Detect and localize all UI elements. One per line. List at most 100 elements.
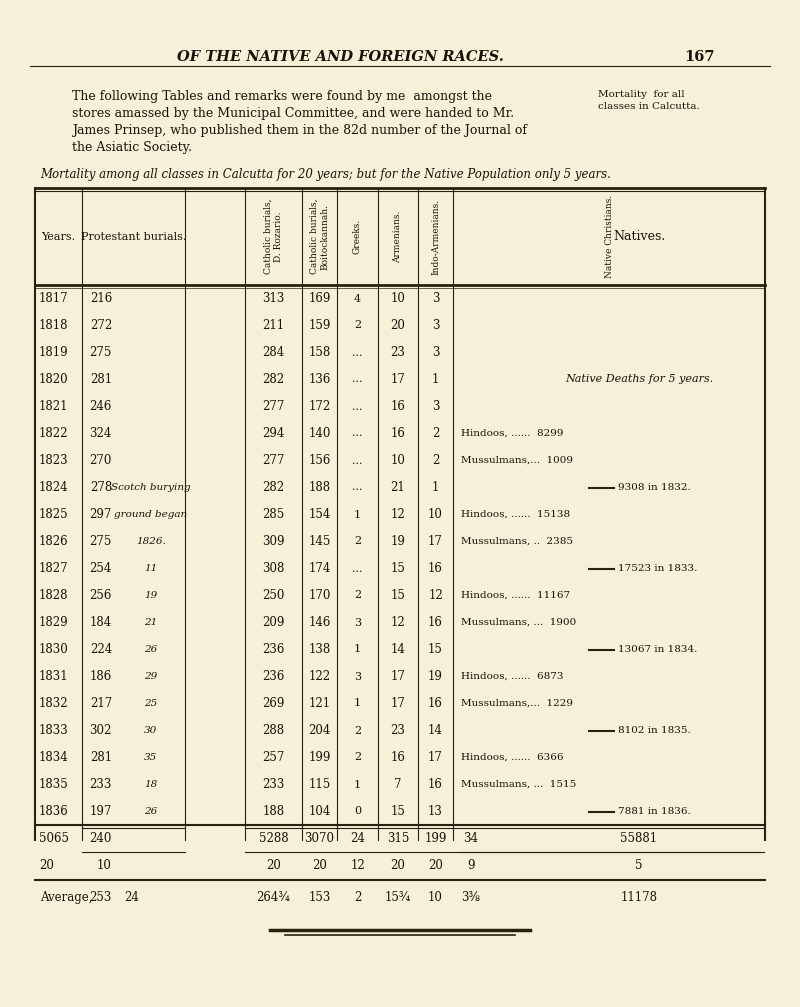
Text: 282: 282 — [262, 373, 285, 386]
Text: 12: 12 — [428, 589, 443, 602]
Text: 204: 204 — [308, 724, 330, 737]
Text: 20: 20 — [390, 319, 406, 332]
Text: 236: 236 — [262, 670, 285, 683]
Text: 20: 20 — [390, 859, 406, 872]
Text: 10: 10 — [97, 859, 112, 872]
Text: 11178: 11178 — [621, 891, 658, 904]
Text: 7881 in 1836.: 7881 in 1836. — [618, 807, 690, 816]
Text: Years.: Years. — [42, 232, 75, 242]
Text: 25: 25 — [144, 699, 158, 708]
Text: 16: 16 — [428, 697, 443, 710]
Text: 8102 in 1835.: 8102 in 1835. — [618, 726, 690, 735]
Text: OF THE NATIVE AND FOREIGN RACES.: OF THE NATIVE AND FOREIGN RACES. — [177, 50, 503, 64]
Text: Mussulmans, ...  1900: Mussulmans, ... 1900 — [461, 618, 576, 627]
Text: 17: 17 — [390, 670, 406, 683]
Text: Catholic burials,
D. Rozario.: Catholic burials, D. Rozario. — [264, 198, 283, 274]
Text: 272: 272 — [90, 319, 112, 332]
Text: 199: 199 — [308, 751, 330, 764]
Text: 209: 209 — [262, 616, 285, 629]
Text: 26: 26 — [144, 807, 158, 816]
Text: 12: 12 — [390, 508, 406, 521]
Text: 278: 278 — [90, 481, 112, 494]
Text: 188: 188 — [262, 805, 285, 818]
Text: 4: 4 — [354, 293, 361, 303]
Text: Catholic burials,
Boitockannah.: Catholic burials, Boitockannah. — [310, 198, 330, 274]
Text: 19: 19 — [390, 535, 406, 548]
Text: ...: ... — [352, 429, 362, 438]
Text: 169: 169 — [308, 292, 330, 305]
Text: 3: 3 — [432, 319, 439, 332]
Text: 224: 224 — [90, 643, 112, 656]
Text: 9308 in 1832.: 9308 in 1832. — [618, 483, 690, 492]
Text: 184: 184 — [90, 616, 112, 629]
Text: 20: 20 — [428, 859, 443, 872]
Text: 1817: 1817 — [39, 292, 69, 305]
Text: 1826.: 1826. — [136, 537, 166, 546]
Text: 16: 16 — [390, 427, 406, 440]
Text: 1829: 1829 — [39, 616, 69, 629]
Text: 1834: 1834 — [39, 751, 69, 764]
Text: Protestant burials.: Protestant burials. — [81, 232, 186, 242]
Text: 167: 167 — [685, 50, 715, 64]
Text: 186: 186 — [90, 670, 112, 683]
Text: ...: ... — [352, 564, 362, 574]
Text: 211: 211 — [262, 319, 285, 332]
Text: 2: 2 — [354, 320, 361, 330]
Text: Native Deaths for 5 years.: Native Deaths for 5 years. — [565, 375, 713, 385]
Text: 154: 154 — [308, 508, 330, 521]
Text: Hindoos, ......  15138: Hindoos, ...... 15138 — [461, 510, 570, 519]
Text: 275: 275 — [90, 535, 112, 548]
Text: 24: 24 — [350, 832, 365, 845]
Text: 15: 15 — [390, 805, 406, 818]
Text: 15: 15 — [428, 643, 443, 656]
Text: 29: 29 — [144, 672, 158, 681]
Text: 136: 136 — [308, 373, 330, 386]
Text: 1836: 1836 — [39, 805, 69, 818]
Text: 1: 1 — [354, 510, 361, 520]
Text: 20: 20 — [266, 859, 281, 872]
Text: 1818: 1818 — [39, 319, 69, 332]
Text: 1823: 1823 — [39, 454, 69, 467]
Text: 2: 2 — [354, 725, 361, 735]
Text: 15: 15 — [390, 589, 406, 602]
Text: 10: 10 — [428, 508, 443, 521]
Text: 138: 138 — [308, 643, 330, 656]
Text: 121: 121 — [309, 697, 330, 710]
Text: 1: 1 — [354, 644, 361, 655]
Text: 23: 23 — [390, 724, 406, 737]
Text: 21: 21 — [144, 618, 158, 627]
Text: 13067 in 1834.: 13067 in 1834. — [618, 645, 698, 654]
Text: 1820: 1820 — [39, 373, 69, 386]
Text: 1819: 1819 — [39, 346, 69, 359]
Text: 1828: 1828 — [39, 589, 69, 602]
Text: 153: 153 — [308, 891, 330, 904]
Text: 30: 30 — [144, 726, 158, 735]
Text: 297: 297 — [90, 508, 112, 521]
Text: 174: 174 — [308, 562, 330, 575]
Text: Native Christians.: Native Christians. — [605, 195, 614, 278]
Text: 313: 313 — [262, 292, 285, 305]
Text: 302: 302 — [90, 724, 112, 737]
Text: 216: 216 — [90, 292, 112, 305]
Text: 3: 3 — [354, 672, 361, 682]
Text: 9: 9 — [467, 859, 474, 872]
Text: 308: 308 — [262, 562, 285, 575]
Text: Hindoos, ......  11167: Hindoos, ...... 11167 — [461, 591, 570, 600]
Text: 188: 188 — [309, 481, 330, 494]
Text: 3: 3 — [354, 617, 361, 627]
Text: 217: 217 — [90, 697, 112, 710]
Text: 285: 285 — [262, 508, 285, 521]
Text: 20: 20 — [312, 859, 327, 872]
Text: 17: 17 — [428, 535, 443, 548]
Text: 17: 17 — [428, 751, 443, 764]
Text: 197: 197 — [90, 805, 112, 818]
Text: Greeks.: Greeks. — [353, 219, 362, 254]
Text: 250: 250 — [262, 589, 285, 602]
Text: 1821: 1821 — [39, 400, 69, 413]
Text: the Asiatic Society.: the Asiatic Society. — [72, 141, 192, 154]
Text: 233: 233 — [262, 778, 285, 792]
Text: 1827: 1827 — [39, 562, 69, 575]
Text: 12: 12 — [350, 859, 365, 872]
Text: Indo-Armenians.: Indo-Armenians. — [431, 198, 440, 275]
Text: 253: 253 — [90, 891, 112, 904]
